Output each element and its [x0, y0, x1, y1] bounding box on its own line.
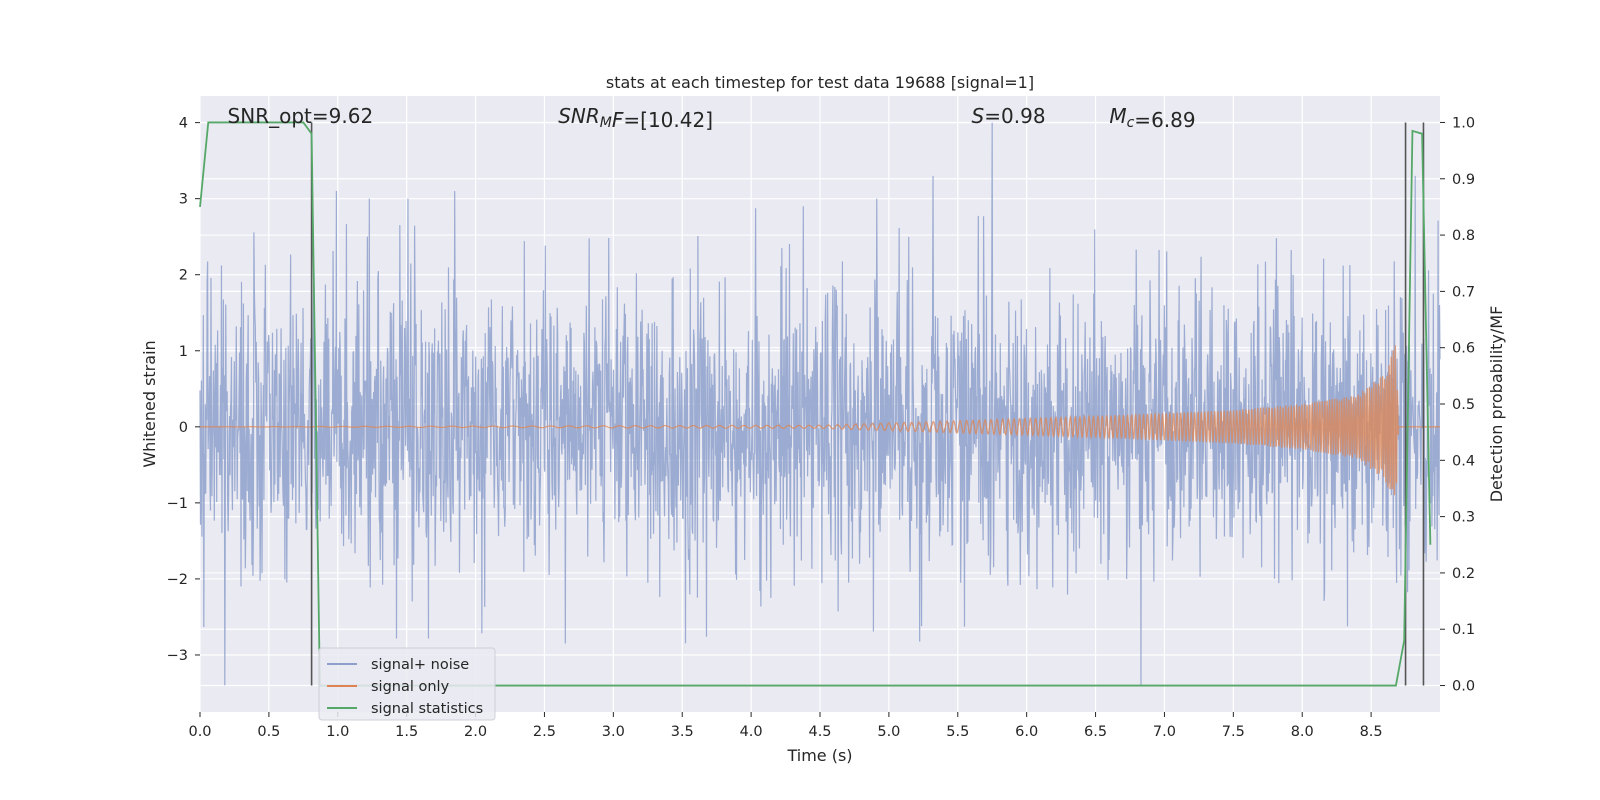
y-axis-label-left: Whitened strain: [140, 340, 159, 467]
y-axis-label-right: Detection probability/MF: [1487, 306, 1506, 503]
x-tick-label: 3.0: [602, 724, 625, 740]
legend-label: signal+ noise: [371, 657, 469, 673]
chart-title: stats at each timestep for test data 196…: [606, 73, 1034, 92]
x-axis-label: Time (s): [786, 746, 852, 765]
x-tick-label: 2.5: [533, 724, 556, 740]
annotations: SNR_opt=9.62 SNRMF=[10.42] S=0.98 Mc=6.89: [228, 104, 1196, 132]
x-tick-label: 1.0: [326, 724, 349, 740]
y-left-tick-label: 2: [179, 268, 188, 284]
x-tick-label: 3.5: [671, 724, 694, 740]
signal-series: [200, 345, 1440, 496]
x-tick-label: 6.5: [1084, 724, 1107, 740]
signal-only-line: [200, 345, 1440, 496]
annotation-text: S=0.98: [972, 104, 1046, 128]
y-right-tick-label: 0.6: [1452, 341, 1475, 357]
y-right-tick-label: 0.0: [1452, 679, 1475, 695]
y-right-tick-label: 0.7: [1452, 284, 1475, 300]
legend: signal+ noise signal only signal statistic…: [318, 647, 496, 721]
x-tick-label: 7.5: [1222, 724, 1245, 740]
x-tick-label: 7.0: [1153, 724, 1176, 740]
y-left-tick-label: 0: [179, 420, 188, 436]
annotation-text: SNR_opt=9.62: [228, 104, 374, 128]
y-right-tick-label: 0.8: [1452, 228, 1475, 244]
x-tick-label: 5.0: [877, 724, 900, 740]
y-left-tick-label: 1: [179, 344, 188, 360]
legend-label: signal statistics: [371, 701, 483, 717]
annotation-text: Mc=6.89: [1109, 104, 1195, 132]
y-right-tick-label: 0.4: [1452, 453, 1475, 469]
legend-label: signal only: [371, 679, 450, 695]
y-right-tick-label: 0.3: [1452, 510, 1475, 526]
x-tick-label: 6.0: [1015, 724, 1038, 740]
y-right-tick-label: 0.2: [1452, 566, 1475, 582]
y-right-tick-label: 0.5: [1452, 397, 1475, 413]
y-left-tick-label: −2: [167, 572, 188, 588]
y-left-tick-label: −3: [167, 648, 188, 664]
x-tick-label: 4.0: [740, 724, 763, 740]
axis-ticks: 0.0 0.5 1.0 1.5 2.0 2.5 3.0 3.5 4.0 4.5 5.0 5.5 6.0 6…: [167, 115, 1475, 740]
legend-box: [318, 647, 496, 721]
y-right-tick-label: 1.0: [1452, 115, 1475, 131]
x-tick-label: 0.5: [257, 724, 280, 740]
noise-series: [199, 122, 1441, 686]
y-left-tick-label: 4: [179, 116, 188, 132]
x-tick-label: 5.5: [946, 724, 969, 740]
annotation-text: SNRMF=[10.42]: [558, 104, 713, 132]
x-tick-label: 8.0: [1291, 724, 1314, 740]
x-tick-label: 2.0: [464, 724, 487, 740]
x-tick-label: 4.5: [808, 724, 831, 740]
x-tick-label: 1.5: [395, 724, 418, 740]
x-tick-label: 8.5: [1360, 724, 1383, 740]
y-right-tick-label: 0.9: [1452, 172, 1475, 188]
y-left-tick-label: 3: [179, 192, 188, 208]
signal-noise-line: [199, 122, 1441, 686]
x-tick-label: 0.0: [188, 724, 211, 740]
y-right-tick-label: 0.1: [1452, 622, 1475, 638]
y-left-tick-label: −1: [167, 496, 188, 512]
